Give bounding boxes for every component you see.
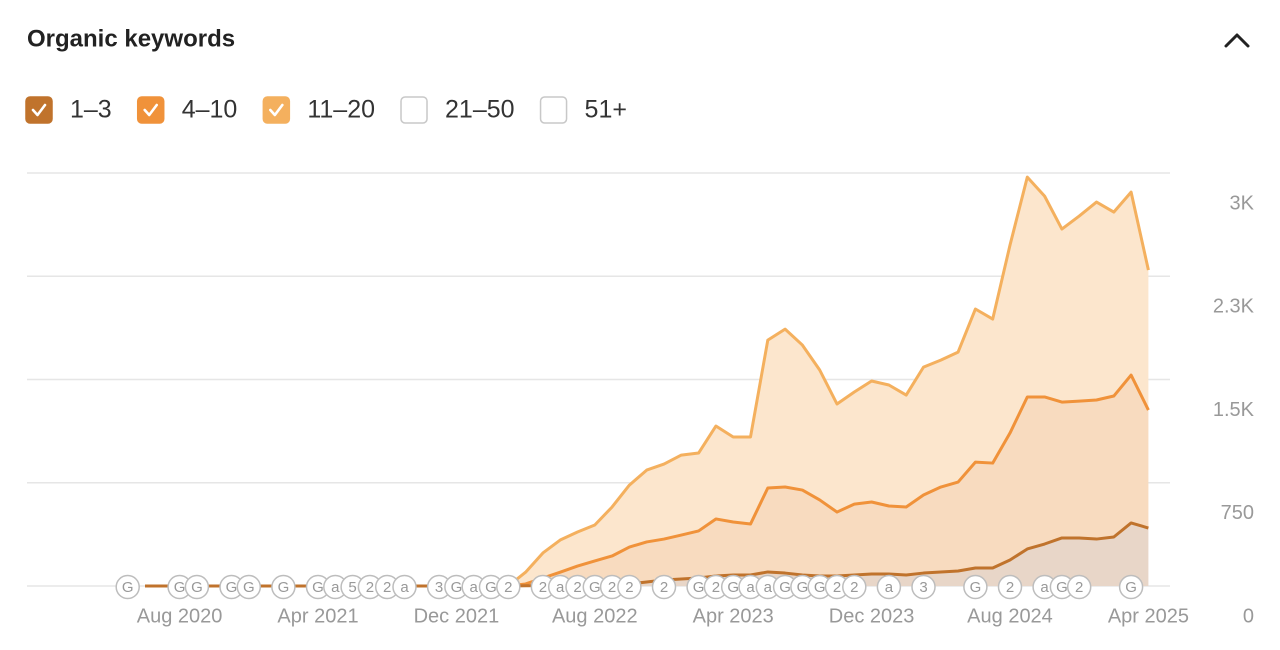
annotation-label: G	[278, 579, 290, 596]
annotation-label: G	[727, 579, 739, 596]
legend-label: 1–3	[70, 96, 112, 124]
annotation-label: G	[226, 579, 238, 596]
check-mark	[269, 103, 284, 117]
annotation-marker[interactable]	[997, 574, 1023, 600]
x-tick-label: Aug 2024	[967, 605, 1053, 627]
annotation-label: 3	[435, 579, 443, 596]
annotation-marker[interactable]	[1118, 574, 1144, 600]
annotation-label: G	[814, 579, 826, 596]
annotation-label: 5	[348, 579, 356, 596]
legend-checkbox[interactable]	[400, 96, 428, 124]
annotation-label: G	[970, 579, 982, 596]
annotation-marker[interactable]	[236, 574, 262, 600]
area	[145, 375, 1149, 586]
annotation-label: G	[122, 579, 134, 596]
x-tick-label: Apr 2025	[1108, 605, 1189, 627]
legend-label: 51+	[585, 96, 627, 124]
annotation-marker[interactable]	[496, 574, 521, 600]
legend-checkbox[interactable]	[539, 96, 568, 124]
annotation-label: a	[1040, 579, 1049, 596]
annotation-label: 2	[833, 579, 841, 596]
annotation-label: G	[191, 579, 203, 596]
annotation-label: G	[1056, 579, 1068, 596]
annotation-label: G	[243, 579, 255, 596]
annotation-label: G	[797, 579, 809, 596]
annotation-marker[interactable]	[617, 574, 642, 600]
annotation-label: 2	[850, 579, 858, 596]
check-mark	[143, 103, 159, 117]
annotation-label: G	[485, 579, 497, 596]
annotation-label: a	[400, 579, 409, 596]
x-tick-label: Apr 2021	[277, 605, 358, 627]
annotation-label: 2	[625, 579, 633, 596]
legend-checkbox[interactable]	[25, 96, 53, 124]
annotation-label: G	[779, 579, 791, 596]
panel-title: Organic keywords	[27, 25, 235, 52]
annotation-marker[interactable]	[876, 574, 902, 600]
y-tick-label: 3K	[1230, 192, 1255, 214]
annotation-marker[interactable]	[911, 574, 936, 600]
annotation-label: 2	[573, 579, 581, 596]
x-tick-label: Aug 2020	[137, 605, 223, 627]
y-tick-label: 1.5K	[1213, 399, 1255, 421]
annotation-marker[interactable]	[115, 574, 140, 600]
annotation-marker[interactable]	[1066, 574, 1092, 600]
annotation-label: a	[470, 579, 479, 596]
collapse-button[interactable]	[1224, 33, 1250, 48]
annotation-label: 2	[383, 579, 391, 596]
annotation-label: G	[589, 579, 601, 596]
annotation-label: 3	[919, 579, 927, 596]
annotation-label: G	[312, 579, 324, 596]
annotation-label: 2	[366, 579, 374, 596]
annotation-label: G	[174, 579, 186, 596]
annotation-label: a	[331, 579, 340, 596]
annotation-label: 2	[504, 579, 512, 596]
legend-checkbox[interactable]	[136, 96, 165, 124]
x-tick-label: Dec 2021	[414, 605, 500, 627]
annotation-label: a	[746, 579, 755, 596]
y-tick-label: 2.3K	[1213, 296, 1255, 318]
annotation-label: a	[764, 579, 773, 596]
x-tick-label: Aug 2022	[552, 605, 638, 627]
annotation-label: G	[693, 579, 705, 596]
annotation-marker[interactable]	[184, 574, 210, 600]
x-tick-label: Apr 2023	[693, 605, 774, 627]
annotation-label: a	[556, 579, 565, 596]
annotation-marker[interactable]	[271, 574, 296, 600]
legend-checkbox[interactable]	[262, 96, 291, 124]
annotation-label: G	[451, 579, 463, 596]
annotation-label: G	[1125, 579, 1137, 596]
area	[145, 177, 1149, 586]
annotation-label: 2	[539, 579, 547, 596]
y-tick-label: 750	[1221, 502, 1254, 524]
x-tick-label: Dec 2023	[829, 605, 915, 627]
legend: 1–3 4–10 11–20 21–50 51+	[25, 96, 627, 124]
annotation-marker[interactable]	[651, 574, 677, 600]
annotation-marker[interactable]	[392, 574, 417, 600]
legend-label: 11–20	[307, 96, 375, 124]
check-mark	[31, 103, 47, 117]
annotation-label: 2	[608, 579, 616, 596]
legend-label: 4–10	[182, 96, 238, 124]
annotation-label: a	[885, 579, 894, 596]
annotation-marker[interactable]	[963, 574, 988, 600]
annotation-label: 2	[1075, 579, 1083, 596]
annotation-label: 2	[1006, 579, 1014, 596]
plot	[145, 175, 1150, 588]
y-tick-label: 0	[1243, 605, 1254, 627]
annotation-marker[interactable]	[842, 574, 867, 600]
annotation-label: 2	[712, 579, 720, 596]
legend-label: 21–50	[445, 96, 515, 124]
x-axis: Aug 2020 Apr 2021 Dec 2021 Aug 2022 Apr 2023…	[137, 605, 1189, 627]
annotation-label: 2	[660, 579, 668, 596]
